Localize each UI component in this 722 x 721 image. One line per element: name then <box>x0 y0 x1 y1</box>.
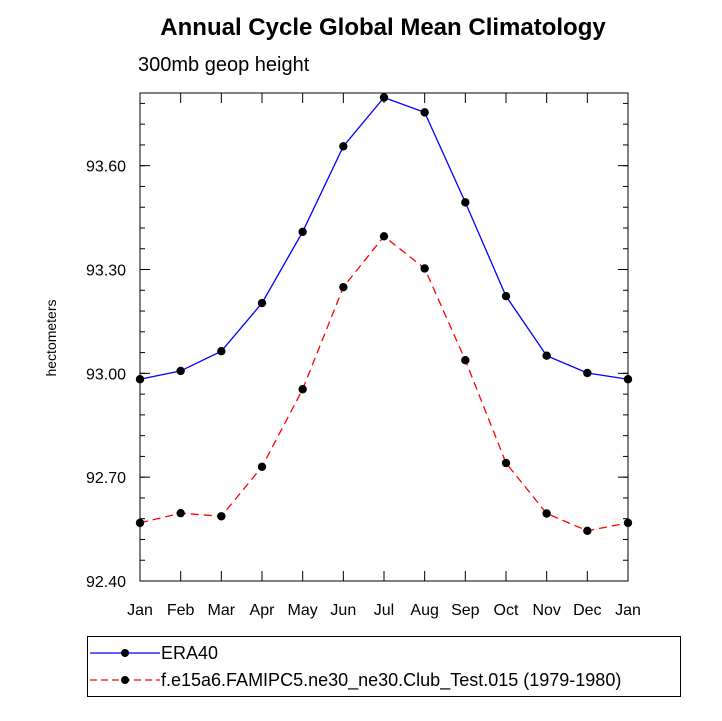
series-0-point <box>379 93 389 102</box>
y-tick-label: 92.70 <box>86 470 126 487</box>
series-0-point <box>501 291 511 301</box>
series-1-point <box>623 518 633 528</box>
series-1-point <box>339 282 348 292</box>
series-0-point <box>257 298 267 308</box>
series-1-point <box>461 355 470 365</box>
x-tick-label: Apr <box>250 602 276 619</box>
legend-marker-model <box>121 676 129 684</box>
series-1-point <box>217 512 226 521</box>
plot-area: Jan Feb Mar Apr May Jun Jul Aug Sep Oct Nov Dec Jan9… <box>86 92 641 619</box>
legend-entry-model: f.e15a6.FAMIPC5.ne30_ne30.Club_Test.015 … <box>88 667 680 693</box>
series-line-1 <box>139 235 629 532</box>
legend-label-model: f.e15a6.FAMIPC5.ne30_ne30.Club_Test.015 … <box>161 670 622 690</box>
series-0-point <box>461 198 470 207</box>
series-0-point <box>135 375 145 384</box>
series-1-point <box>257 462 267 471</box>
series-1-point <box>420 264 429 273</box>
y-tick-label: 93.00 <box>86 366 126 383</box>
x-tick-label: May <box>288 602 318 619</box>
series-0-point <box>583 368 592 378</box>
series-1-point <box>583 526 592 536</box>
x-tick-label: Oct <box>494 602 519 619</box>
y-tick-label: 93.30 <box>86 263 126 280</box>
x-tick-label: Aug <box>410 602 438 619</box>
series-0-point <box>339 142 348 151</box>
x-tick-label: Mar <box>208 602 236 619</box>
series-0-point <box>542 351 551 360</box>
legend-marker-era40 <box>121 649 129 657</box>
series-1-point <box>501 458 511 468</box>
x-tick-label: Feb <box>167 602 195 619</box>
x-tick-label: Jul <box>374 602 394 619</box>
x-tick-label: Nov <box>532 602 560 619</box>
series-1-point <box>298 385 307 394</box>
x-tick-label: Jan <box>127 602 153 619</box>
legend: ERA40 f.e15a6.FAMIPC5.ne30_ne30.Club_Tes… <box>87 636 681 697</box>
series-1-point <box>135 518 145 528</box>
x-tick-label: Dec <box>573 602 601 619</box>
chart-title: Annual Cycle Global Mean Climatology <box>160 14 606 41</box>
series-1-point <box>176 508 185 518</box>
chart-subtitle: 300mb geop height <box>138 54 310 76</box>
y-tick-label: 93.60 <box>86 159 126 176</box>
legend-label-era40: ERA40 <box>161 643 219 663</box>
x-tick-label: Jun <box>330 602 356 619</box>
plot-frame <box>139 92 629 582</box>
series-0-point <box>217 346 226 356</box>
x-tick-label: Jan <box>615 602 641 619</box>
series-0-point <box>176 366 185 376</box>
series-0-point <box>298 227 307 236</box>
series-0-point <box>623 375 633 384</box>
y-tick-label: 92.40 <box>86 574 126 591</box>
series-1-point <box>379 232 389 241</box>
series-1-point <box>542 509 551 518</box>
series-0-point <box>420 108 429 117</box>
legend-entry-era40: ERA40 <box>88 640 680 666</box>
x-tick-label: Sep <box>451 602 480 619</box>
